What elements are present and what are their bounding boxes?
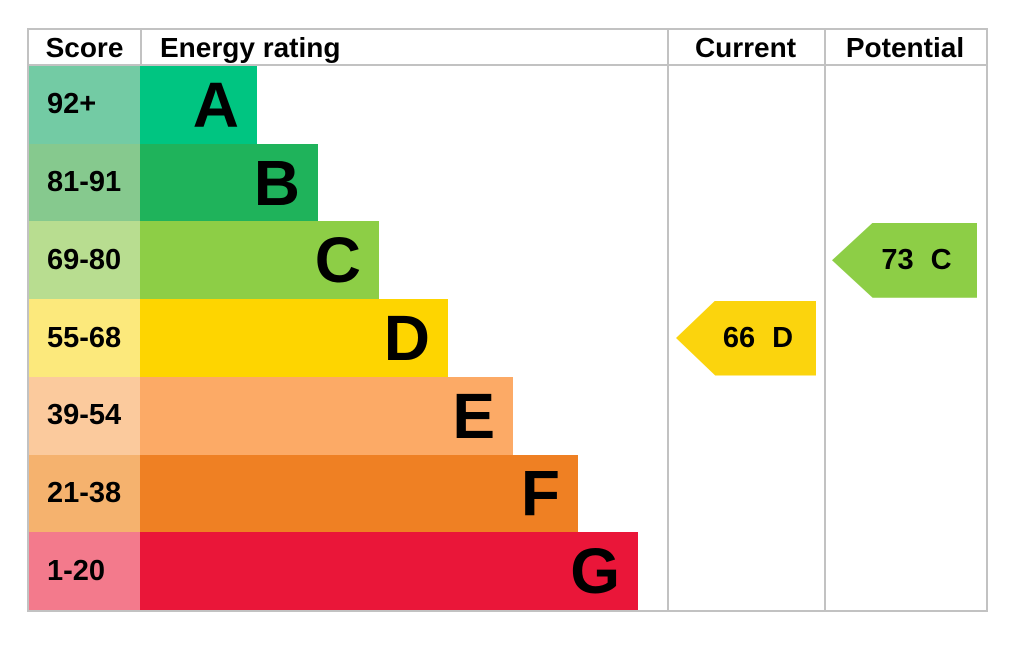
rating-bar: F: [140, 454, 578, 533]
rating-bar: A: [140, 66, 257, 144]
score-range-label: 1-20: [29, 532, 140, 611]
current-rating-arrow: 66 D: [676, 300, 816, 376]
rating-letter: F: [520, 457, 560, 530]
rating-letter: B: [253, 146, 300, 219]
rating-row: 1-20 G: [29, 532, 669, 611]
rating-letter: A: [192, 68, 239, 141]
rating-row: 55-68 D: [29, 299, 669, 377]
column-header-score: Score: [45, 32, 124, 63]
score-range-label: 55-68: [29, 299, 140, 377]
rating-row: 39-54 E: [29, 376, 669, 455]
rating-bar: D: [140, 299, 448, 377]
rating-letter: G: [570, 535, 620, 608]
score-range-label: 21-38: [29, 454, 140, 533]
rating-row: 69-80 C: [29, 221, 669, 300]
rating-letter: C: [314, 224, 361, 297]
rating-row: 21-38 F: [29, 454, 669, 533]
rating-letter: D: [383, 302, 430, 375]
column-header-potential: Potential: [845, 32, 965, 63]
current-column-divider: [667, 30, 669, 610]
score-range-label: 39-54: [29, 376, 140, 455]
score-column-divider: [140, 30, 142, 64]
potential-rating-arrow: 73 C: [832, 222, 977, 298]
rating-bar: B: [140, 143, 318, 222]
column-header-current: Current: [694, 32, 797, 63]
rating-bar: C: [140, 221, 379, 300]
rating-bands: 92+ A 81-91 B 69-80 C 55-68 D 39-54 E 21-38 F 1-20 G: [29, 66, 669, 611]
score-range-label: 92+: [29, 66, 140, 144]
score-range-label: 69-80: [29, 221, 140, 300]
rating-row: 81-91 B: [29, 143, 669, 222]
potential-rating-letter: C: [930, 243, 952, 276]
rating-row: 92+ A: [29, 66, 669, 144]
header-divider-line: [29, 64, 986, 66]
potential-score-value: 73: [881, 243, 914, 276]
epc-rating-table: Score Energy rating Current Potential 92…: [27, 28, 988, 612]
column-header-energy-rating: Energy rating: [160, 32, 341, 63]
score-range-label: 81-91: [29, 143, 140, 222]
potential-column-divider: [824, 30, 826, 610]
current-score-value: 66: [722, 321, 756, 354]
rating-bar: E: [140, 376, 513, 455]
rating-bar: G: [140, 532, 638, 611]
rating-letter: E: [452, 379, 495, 452]
current-rating-letter: D: [772, 321, 794, 354]
